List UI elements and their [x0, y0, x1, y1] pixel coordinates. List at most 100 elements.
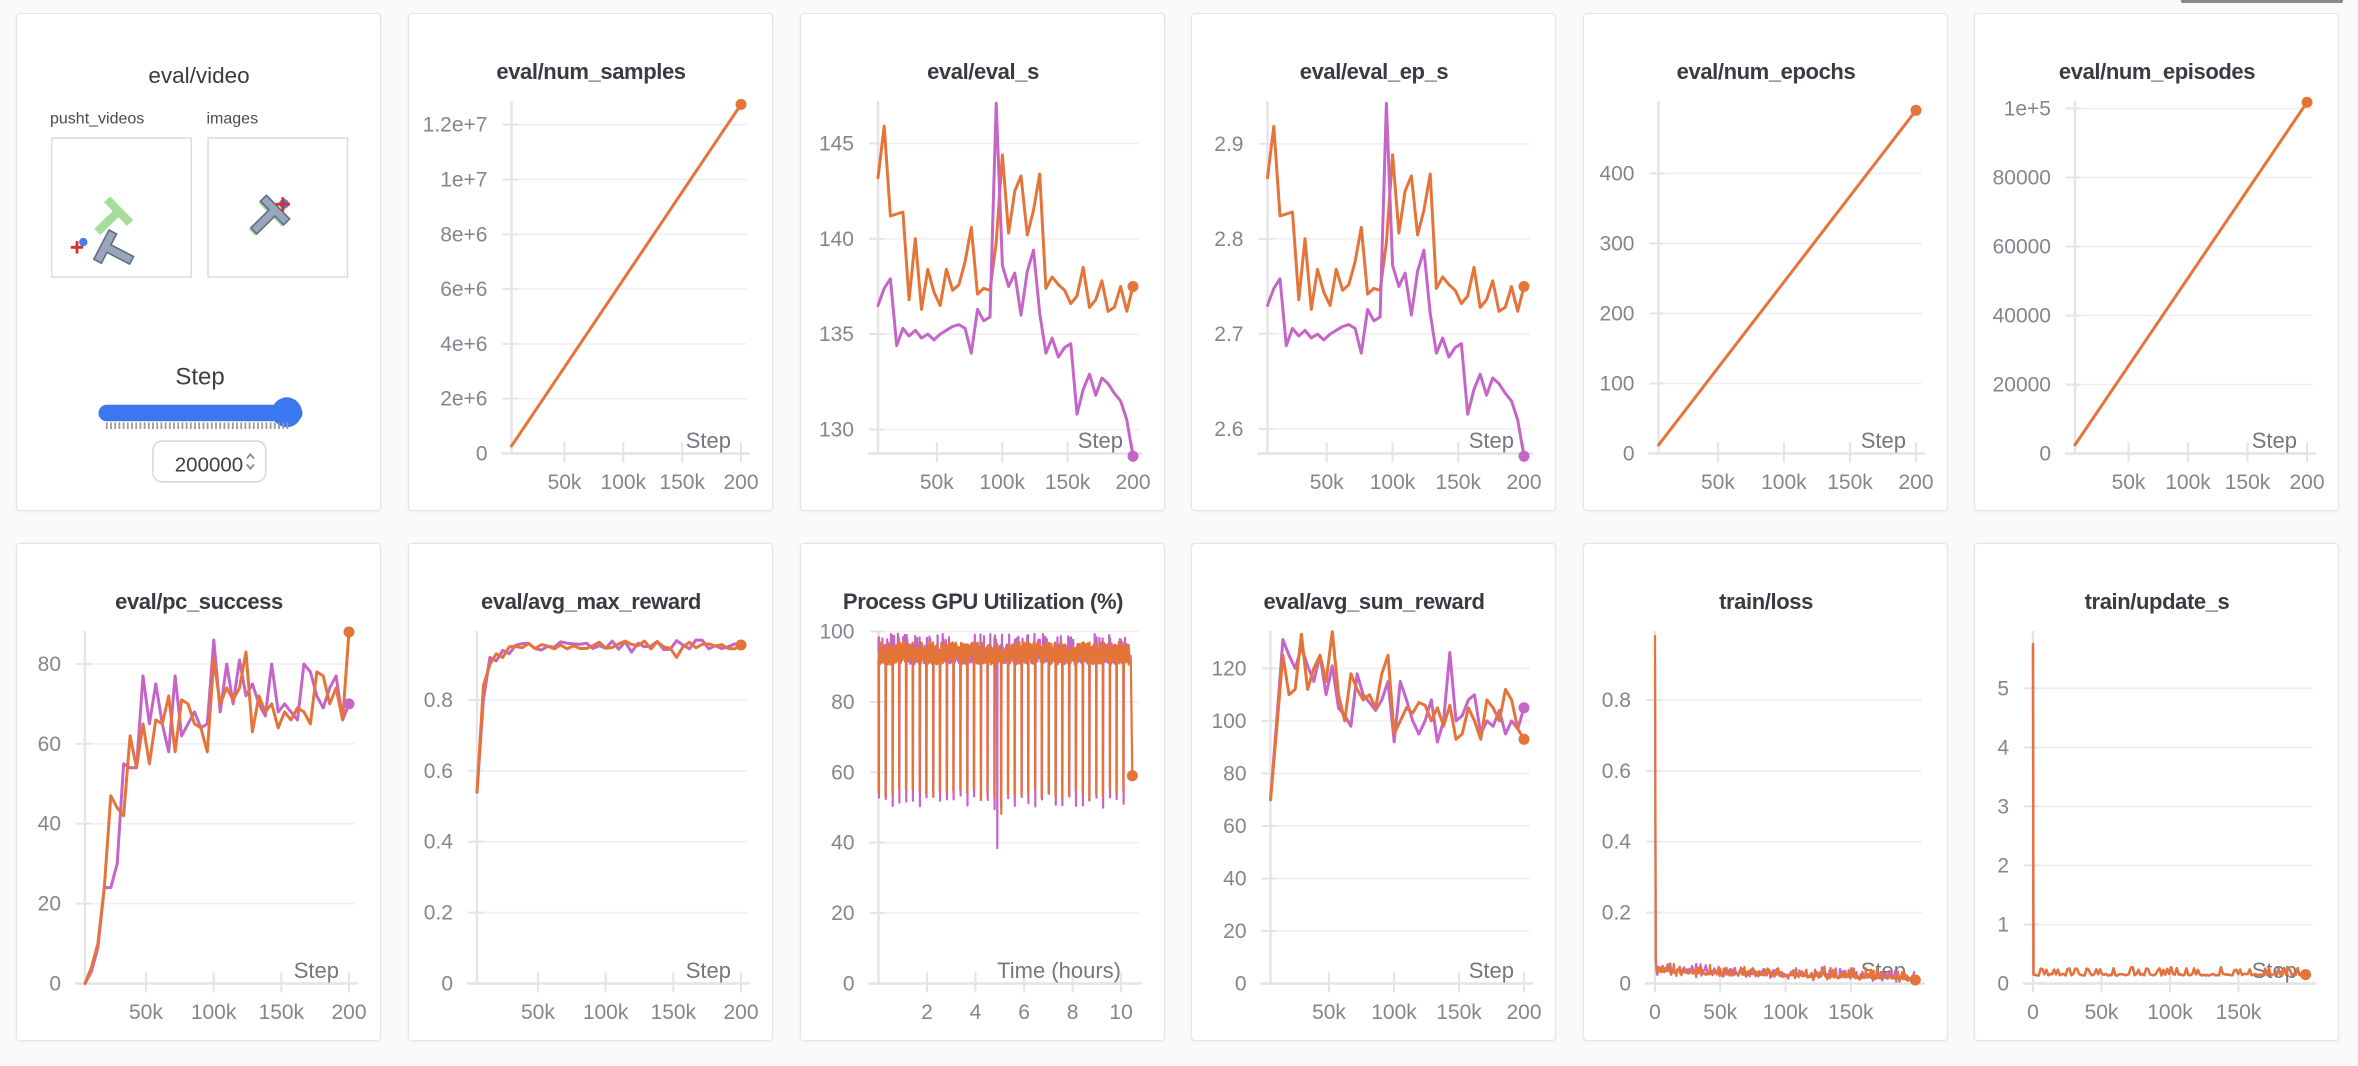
- svg-text:20: 20: [38, 893, 61, 916]
- svg-text:100k: 100k: [1371, 1001, 1417, 1024]
- svg-text:100k: 100k: [601, 471, 647, 494]
- svg-text:0.6: 0.6: [424, 760, 453, 783]
- svg-text:40: 40: [1223, 868, 1246, 891]
- svg-text:150k: 150k: [659, 471, 705, 494]
- svg-text:train/update_s: train/update_s: [2085, 589, 2230, 614]
- svg-text:Step: Step: [1469, 428, 1514, 453]
- svg-text:1.2e+7: 1.2e+7: [423, 114, 488, 137]
- svg-text:140: 140: [819, 228, 854, 251]
- svg-text:100k: 100k: [1370, 471, 1416, 494]
- svg-text:0.2: 0.2: [1602, 902, 1631, 925]
- svg-text:20000: 20000: [1993, 374, 2051, 397]
- svg-text:20: 20: [831, 902, 854, 925]
- svg-text:Time (hours): Time (hours): [997, 958, 1121, 983]
- svg-text:150k: 150k: [2225, 471, 2271, 494]
- svg-text:60000: 60000: [1993, 236, 2051, 259]
- svg-text:Step: Step: [2252, 428, 2297, 453]
- svg-text:100k: 100k: [979, 471, 1025, 494]
- svg-text:0: 0: [1619, 973, 1631, 996]
- svg-text:0: 0: [476, 443, 488, 466]
- svg-text:Step: Step: [686, 428, 731, 453]
- svg-text:40000: 40000: [1993, 305, 2051, 328]
- svg-text:100k: 100k: [191, 1001, 237, 1024]
- svg-text:Process GPU Utilization (%): Process GPU Utilization (%): [843, 589, 1123, 614]
- svg-text:10: 10: [1109, 1001, 1132, 1024]
- svg-text:0: 0: [441, 973, 453, 996]
- svg-text:0: 0: [843, 973, 855, 996]
- svg-text:130: 130: [819, 419, 854, 442]
- svg-text:150k: 150k: [1828, 1001, 1874, 1024]
- svg-text:135: 135: [819, 323, 854, 346]
- svg-text:80000: 80000: [1993, 167, 2051, 190]
- svg-text:200: 200: [1599, 302, 1634, 325]
- svg-text:40: 40: [38, 813, 61, 836]
- svg-text:200: 200: [1506, 471, 1541, 494]
- svg-text:8: 8: [1067, 1001, 1079, 1024]
- svg-text:80: 80: [831, 691, 854, 714]
- svg-text:150k: 150k: [651, 1001, 697, 1024]
- svg-text:100k: 100k: [2147, 1001, 2193, 1024]
- svg-text:Step: Step: [1469, 958, 1514, 983]
- svg-text:50k: 50k: [2112, 471, 2146, 494]
- svg-text:2: 2: [1997, 854, 2009, 877]
- svg-text:200: 200: [1115, 471, 1150, 494]
- svg-text:0.4: 0.4: [424, 831, 454, 854]
- svg-text:1: 1: [1997, 914, 2009, 937]
- svg-text:8e+6: 8e+6: [440, 223, 487, 246]
- svg-text:1e+5: 1e+5: [2004, 98, 2051, 121]
- svg-text:1e+7: 1e+7: [440, 169, 487, 192]
- svg-text:60: 60: [1223, 815, 1246, 838]
- svg-text:6: 6: [1018, 1001, 1030, 1024]
- svg-text:Step: Step: [1861, 428, 1906, 453]
- svg-text:150k: 150k: [1827, 471, 1873, 494]
- svg-text:200: 200: [1898, 471, 1933, 494]
- svg-text:100k: 100k: [1763, 1001, 1809, 1024]
- svg-text:eval/num_samples: eval/num_samples: [496, 59, 685, 84]
- svg-text:4: 4: [1997, 736, 2009, 759]
- svg-text:300: 300: [1599, 232, 1634, 255]
- svg-text:eval/num_epochs: eval/num_epochs: [1677, 59, 1856, 84]
- svg-text:eval/avg_max_reward: eval/avg_max_reward: [481, 589, 701, 614]
- svg-text:100: 100: [1211, 710, 1246, 733]
- svg-text:0: 0: [1623, 443, 1635, 466]
- svg-text:50k: 50k: [1701, 471, 1735, 494]
- svg-text:eval/eval_s: eval/eval_s: [927, 59, 1039, 84]
- svg-text:150k: 150k: [259, 1001, 305, 1024]
- svg-text:80: 80: [1223, 762, 1246, 785]
- svg-text:20: 20: [1223, 920, 1246, 943]
- svg-text:100k: 100k: [583, 1001, 629, 1024]
- svg-text:2.9: 2.9: [1214, 133, 1243, 156]
- svg-text:0.4: 0.4: [1602, 831, 1632, 854]
- svg-text:100: 100: [819, 621, 854, 644]
- svg-text:50k: 50k: [1312, 1001, 1346, 1024]
- svg-text:200: 200: [1506, 1001, 1541, 1024]
- svg-text:50k: 50k: [129, 1001, 163, 1024]
- svg-text:50k: 50k: [920, 471, 954, 494]
- svg-text:60: 60: [831, 761, 854, 784]
- svg-text:0: 0: [2027, 1001, 2039, 1024]
- svg-text:200: 200: [723, 471, 758, 494]
- svg-text:200: 200: [723, 1001, 758, 1024]
- svg-text:2.8: 2.8: [1214, 228, 1243, 251]
- svg-text:145: 145: [819, 133, 854, 156]
- svg-text:150k: 150k: [1435, 471, 1481, 494]
- svg-text:eval/pc_success: eval/pc_success: [115, 589, 283, 614]
- svg-text:Step: Step: [294, 958, 339, 983]
- svg-text:0.2: 0.2: [424, 902, 453, 925]
- svg-text:5: 5: [1997, 677, 2009, 700]
- svg-text:50k: 50k: [2085, 1001, 2119, 1024]
- svg-text:80: 80: [38, 653, 61, 676]
- svg-text:100: 100: [1599, 373, 1634, 396]
- svg-text:400: 400: [1599, 162, 1634, 185]
- svg-text:2: 2: [921, 1001, 933, 1024]
- svg-text:2.6: 2.6: [1214, 418, 1243, 441]
- svg-text:Step: Step: [1078, 428, 1123, 453]
- svg-text:2.7: 2.7: [1214, 323, 1243, 346]
- svg-text:2e+6: 2e+6: [440, 388, 487, 411]
- svg-text:200000: 200000: [175, 454, 243, 477]
- svg-text:eval/avg_sum_reward: eval/avg_sum_reward: [1263, 589, 1484, 614]
- svg-text:60: 60: [38, 733, 61, 756]
- svg-text:0: 0: [1649, 1001, 1661, 1024]
- svg-text:0: 0: [2039, 443, 2051, 466]
- svg-text:50k: 50k: [521, 1001, 555, 1024]
